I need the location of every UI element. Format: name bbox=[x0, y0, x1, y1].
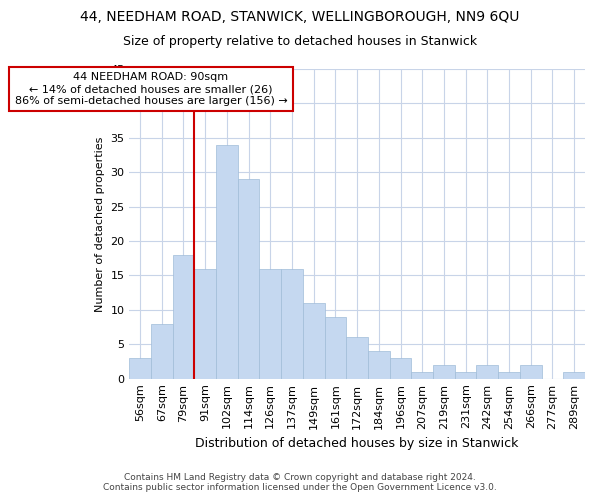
Text: 44 NEEDHAM ROAD: 90sqm
← 14% of detached houses are smaller (26)
86% of semi-det: 44 NEEDHAM ROAD: 90sqm ← 14% of detached… bbox=[14, 72, 287, 106]
Bar bbox=[303, 303, 325, 378]
Bar bbox=[173, 255, 194, 378]
Bar bbox=[194, 268, 216, 378]
Bar bbox=[433, 365, 455, 378]
Bar bbox=[216, 144, 238, 378]
Bar bbox=[281, 268, 303, 378]
Bar bbox=[563, 372, 585, 378]
Bar bbox=[325, 316, 346, 378]
Bar bbox=[520, 365, 542, 378]
Bar bbox=[259, 268, 281, 378]
Bar bbox=[389, 358, 412, 378]
Bar bbox=[498, 372, 520, 378]
Text: Size of property relative to detached houses in Stanwick: Size of property relative to detached ho… bbox=[123, 35, 477, 48]
Bar bbox=[151, 324, 173, 378]
Text: 44, NEEDHAM ROAD, STANWICK, WELLINGBOROUGH, NN9 6QU: 44, NEEDHAM ROAD, STANWICK, WELLINGBOROU… bbox=[80, 10, 520, 24]
Bar bbox=[129, 358, 151, 378]
Bar bbox=[346, 338, 368, 378]
X-axis label: Distribution of detached houses by size in Stanwick: Distribution of detached houses by size … bbox=[196, 437, 519, 450]
Bar bbox=[455, 372, 476, 378]
Bar bbox=[476, 365, 498, 378]
Y-axis label: Number of detached properties: Number of detached properties bbox=[95, 136, 104, 312]
Bar bbox=[238, 179, 259, 378]
Bar bbox=[412, 372, 433, 378]
Text: Contains HM Land Registry data © Crown copyright and database right 2024.
Contai: Contains HM Land Registry data © Crown c… bbox=[103, 473, 497, 492]
Bar bbox=[368, 351, 389, 378]
